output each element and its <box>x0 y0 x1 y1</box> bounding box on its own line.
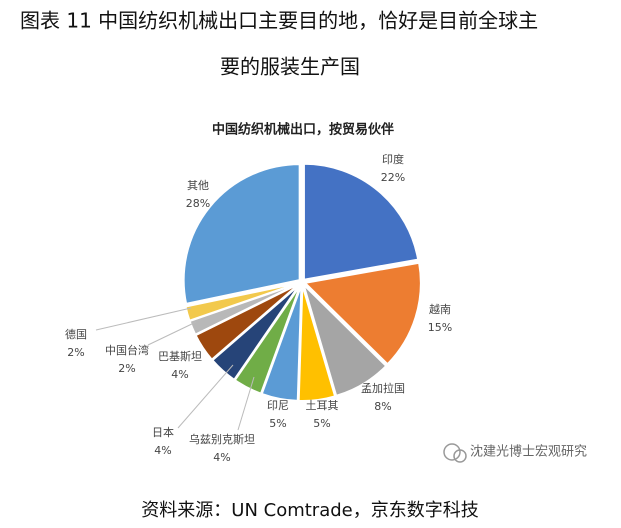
slice-value-label: 4% <box>154 444 171 457</box>
pie-slice <box>184 281 300 323</box>
leader-line <box>237 376 255 431</box>
slice-value-label: 8% <box>374 400 391 413</box>
pie-slice <box>302 261 422 366</box>
slice-label: 土耳其 <box>306 399 339 412</box>
slice-value-label: 22% <box>381 171 405 184</box>
slice-value-label: 4% <box>213 451 230 464</box>
slice-value-label: 5% <box>313 417 330 430</box>
figure-title: 要的服装生产国 <box>220 55 360 79</box>
slice-value-label: 2% <box>118 362 135 375</box>
slice-value-label: 28% <box>186 197 210 210</box>
slice-value-label: 5% <box>269 417 286 430</box>
figure-title: 图表 11 中国纺织机械出口主要目的地，恰好是目前全球主 <box>20 9 538 33</box>
leader-line <box>95 307 192 331</box>
slice-value-label: 15% <box>428 321 452 334</box>
pie-slice <box>182 163 301 306</box>
source: 资料来源：UN Comtrade，京东数字科技 <box>141 500 478 521</box>
slice-label: 日本 <box>152 425 174 439</box>
slice-label: 中国台湾 <box>105 343 149 357</box>
pie-slice <box>301 281 388 398</box>
slice-value-label: 2% <box>67 346 84 359</box>
leader-line <box>177 364 234 429</box>
chart-title: 中国纺织机械出口，按贸易伙伴 <box>212 122 394 138</box>
slice-label: 德国 <box>65 327 87 341</box>
slice-label: 印度 <box>382 152 404 166</box>
slice-label: 巴基斯坦 <box>158 349 202 363</box>
slice-label: 乌兹别克斯坦 <box>189 432 255 446</box>
slice-label: 越南 <box>429 302 451 316</box>
pie-slice <box>302 162 420 281</box>
slice-label: 其他 <box>187 179 209 192</box>
slice-value-label: 4% <box>171 368 188 381</box>
watermark-icon <box>443 443 467 463</box>
slice-label: 孟加拉国 <box>361 381 405 395</box>
watermark: 沈建光博士宏观研究 <box>470 445 587 460</box>
slice-label: 印尼 <box>267 399 289 412</box>
leader-line <box>147 321 197 346</box>
